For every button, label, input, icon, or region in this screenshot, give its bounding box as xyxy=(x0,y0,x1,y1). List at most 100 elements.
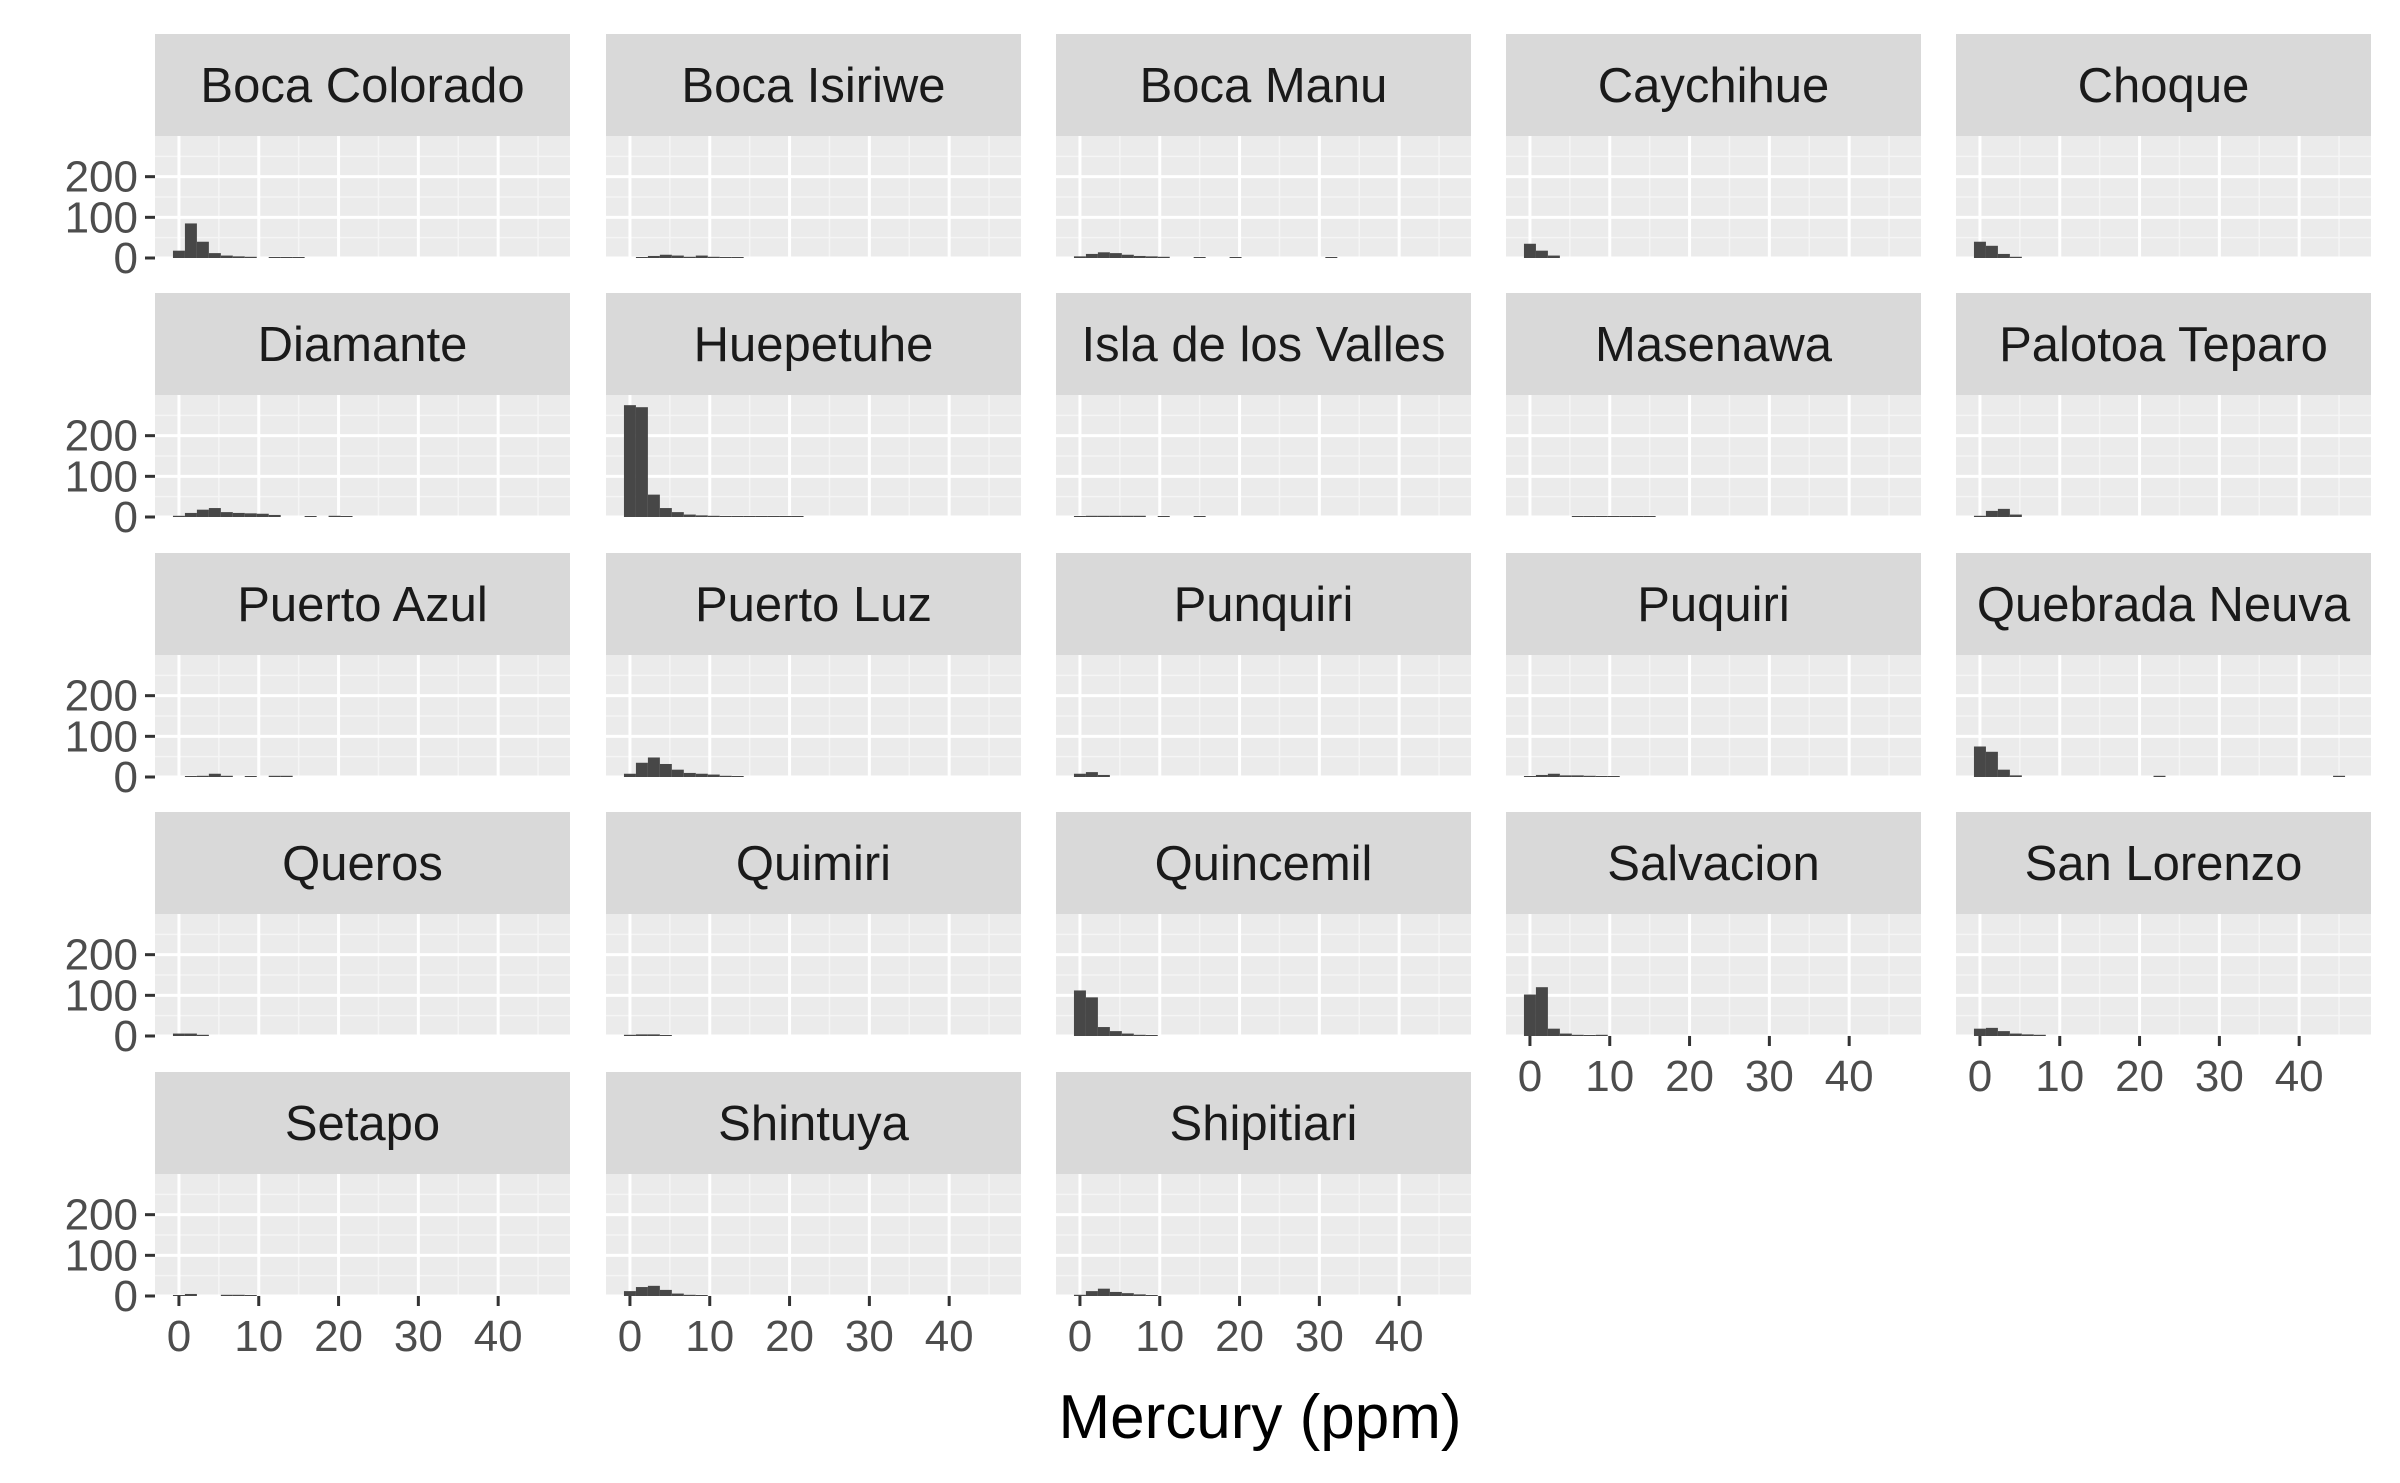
histogram-bar xyxy=(1085,772,1098,777)
histogram-bar xyxy=(1973,1028,1986,1036)
histogram-bar xyxy=(1997,253,2010,258)
y-tick-label: 100 xyxy=(65,193,138,242)
histogram-bar xyxy=(1073,990,1086,1036)
x-axis-title: Mercury (ppm) xyxy=(1058,1383,1461,1452)
facet-boca-isiriwe: Boca Isiriwe xyxy=(606,34,1021,260)
facet-title: Isla de los Valles xyxy=(1081,318,1445,372)
y-tick-label: 200 xyxy=(65,931,138,980)
histogram-bar xyxy=(1097,515,1110,517)
histogram-bar xyxy=(731,257,744,258)
histogram-bar xyxy=(244,513,257,517)
histogram-bar xyxy=(659,1035,672,1036)
y-tick-label: 100 xyxy=(65,452,138,501)
facet-strip xyxy=(155,293,570,395)
histogram-bar xyxy=(1997,769,2010,777)
histogram-bar xyxy=(683,256,696,258)
histogram-bar xyxy=(1547,1028,1560,1036)
histogram-bar xyxy=(671,769,684,777)
histogram-bar xyxy=(659,763,672,777)
x-tick-label: 20 xyxy=(2115,1052,2164,1101)
histogram-bar xyxy=(1595,516,1608,517)
histogram-bar xyxy=(707,256,720,258)
histogram-bar xyxy=(2009,775,2022,777)
x-tick-label: 40 xyxy=(1825,1052,1874,1101)
y-tick-label: 100 xyxy=(65,971,138,1020)
histogram-bar xyxy=(1097,1288,1110,1296)
x-tick-label: 10 xyxy=(685,1312,734,1361)
histogram-bar xyxy=(1985,751,1998,777)
histogram-bar xyxy=(659,1289,672,1296)
y-tick-label: 100 xyxy=(65,712,138,761)
facet-puquiri: Puquiri xyxy=(1506,553,1921,779)
y-tick-label: 200 xyxy=(65,1191,138,1240)
histogram-bar xyxy=(268,257,281,258)
facet-title: Quebrada Neuva xyxy=(1977,578,2351,632)
histogram-bar xyxy=(184,1293,197,1296)
histogram-bar xyxy=(2009,1033,2022,1036)
histogram-bar xyxy=(1109,515,1122,517)
histogram-bar xyxy=(647,1034,660,1036)
histogram-bar xyxy=(671,512,684,517)
histogram-bar xyxy=(1523,776,1536,777)
histogram-bar xyxy=(328,515,341,517)
facet-strip xyxy=(155,553,570,655)
facet-strip xyxy=(606,1072,1021,1174)
facet-title: Quimiri xyxy=(736,837,891,891)
facet-masenawa: Masenawa xyxy=(1506,293,1921,519)
facet-title: Diamante xyxy=(258,318,468,372)
histogram-bar xyxy=(1607,516,1620,517)
histogram-bar xyxy=(719,516,732,517)
histogram-bar xyxy=(1133,255,1146,258)
histogram-bar xyxy=(1571,1034,1584,1036)
histogram-bar xyxy=(635,762,648,777)
histogram-bar xyxy=(1547,773,1560,777)
histogram-bar xyxy=(659,508,672,517)
y-tick-label: 100 xyxy=(65,1231,138,1280)
facet-title: Shipitiari xyxy=(1170,1097,1358,1151)
histogram-bar xyxy=(1997,508,2010,517)
facet-puerto-luz: Puerto Luz xyxy=(606,553,1021,779)
facet-strip xyxy=(155,34,570,136)
y-tick-label: 200 xyxy=(65,672,138,721)
histogram-bar xyxy=(2333,775,2346,777)
histogram-bar xyxy=(647,1285,660,1296)
x-tick-label: 20 xyxy=(765,1312,814,1361)
histogram-bar xyxy=(1535,774,1548,777)
y-tick-label: 0 xyxy=(114,1272,138,1321)
histogram-bar xyxy=(623,1291,636,1296)
facet-strip xyxy=(1956,812,2371,914)
histogram-bar xyxy=(172,250,185,258)
histogram-bar xyxy=(292,257,305,258)
x-tick-label: 0 xyxy=(618,1312,642,1361)
histogram-bar xyxy=(1133,1294,1146,1296)
facet-strip xyxy=(1056,293,1471,395)
facet-strip xyxy=(606,34,1021,136)
histogram-bar xyxy=(671,1293,684,1296)
y-tick-label: 200 xyxy=(65,412,138,461)
histogram-bar xyxy=(1559,1033,1572,1036)
histogram-bar xyxy=(791,516,804,517)
histogram-bar xyxy=(1085,997,1098,1036)
histogram-bar xyxy=(1121,515,1134,517)
facet-strip xyxy=(1956,293,2371,395)
histogram-bar xyxy=(647,757,660,777)
facet-caychihue: Caychihue xyxy=(1506,34,1921,260)
x-tick-label: 30 xyxy=(394,1312,443,1361)
facet-quincemil: Quincemil xyxy=(1056,812,1471,1038)
x-tick-label: 0 xyxy=(1968,1052,1992,1101)
facet-title: Setapo xyxy=(285,1097,440,1151)
histogram-bar xyxy=(623,405,636,517)
histogram-bar xyxy=(1145,1295,1158,1296)
histogram-bar xyxy=(220,512,233,517)
histogram-bar xyxy=(1583,516,1596,517)
histogram-bar xyxy=(220,1294,233,1296)
histogram-bar xyxy=(695,515,708,517)
histogram-bar xyxy=(1643,516,1656,517)
histogram-bar xyxy=(767,516,780,517)
x-tick-label: 30 xyxy=(845,1312,894,1361)
histogram-bar xyxy=(208,253,221,258)
